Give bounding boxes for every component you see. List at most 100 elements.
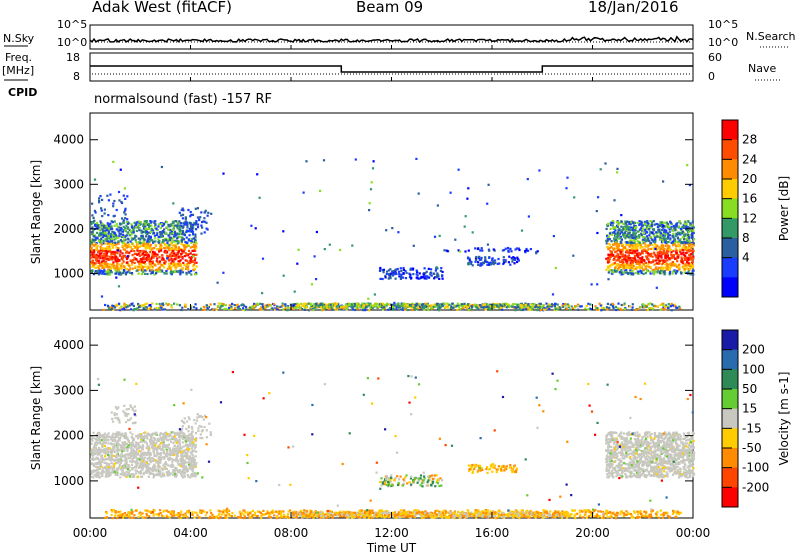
- velocity-heatmap: [90, 370, 695, 519]
- data-cell: [271, 307, 273, 309]
- data-cell: [228, 307, 230, 309]
- data-cell: [641, 225, 643, 227]
- data-cell: [190, 211, 192, 213]
- data-cell: [488, 309, 490, 311]
- data-cell: [370, 188, 372, 190]
- data-cell: [110, 233, 112, 235]
- data-cell: [456, 309, 458, 311]
- data-cell: [616, 168, 618, 170]
- data-cell: [394, 269, 396, 271]
- data-cell: [693, 238, 695, 240]
- data-cell: [571, 305, 573, 307]
- data-cell: [659, 260, 661, 262]
- data-cell: [306, 306, 308, 308]
- data-cell: [104, 265, 106, 267]
- data-cell: [553, 235, 555, 237]
- data-cell: [176, 434, 178, 436]
- data-cell: [654, 241, 656, 243]
- data-cell: [643, 232, 645, 234]
- data-cell: [693, 242, 695, 244]
- data-cell: [319, 190, 321, 192]
- data-cell: [116, 237, 118, 239]
- data-cell: [98, 200, 100, 202]
- data-cell: [636, 250, 638, 252]
- data-cell: [659, 239, 661, 241]
- data-cell: [158, 223, 160, 225]
- data-cell: [450, 307, 452, 309]
- data-cell: [647, 248, 649, 250]
- data-cell: [100, 262, 102, 264]
- data-cell: [176, 225, 178, 227]
- data-cell: [139, 251, 141, 253]
- data-cell: [114, 269, 116, 271]
- data-cell: [162, 239, 164, 241]
- data-cell: [90, 458, 92, 460]
- data-cell: [113, 455, 115, 457]
- data-cell: [93, 220, 95, 222]
- data-cell: [625, 226, 627, 228]
- data-cell: [98, 250, 100, 252]
- data-cell: [133, 231, 135, 233]
- data-cell: [682, 249, 684, 251]
- data-cell: [148, 223, 150, 225]
- data-cell: [675, 272, 677, 274]
- data-cell: [104, 212, 106, 214]
- data-cell: [107, 305, 109, 307]
- data-cell: [195, 462, 197, 464]
- data-cell: [467, 187, 469, 189]
- data-cell: [141, 304, 143, 306]
- data-cell: [690, 263, 692, 265]
- data-cell: [181, 233, 183, 235]
- data-cell: [618, 267, 620, 269]
- data-cell: [155, 244, 157, 246]
- data-cell: [622, 223, 624, 225]
- data-cell: [195, 220, 197, 222]
- data-cell: [648, 244, 650, 246]
- data-cell: [369, 202, 371, 204]
- data-cell: [680, 252, 682, 254]
- data-cell: [689, 240, 691, 242]
- data-cell: [629, 267, 631, 269]
- data-cell: [186, 260, 188, 262]
- data-cell: [164, 260, 166, 262]
- data-cell: [149, 270, 151, 272]
- data-cell: [610, 228, 612, 230]
- data-cell: [644, 237, 646, 239]
- data-cell: [90, 257, 92, 259]
- data-cell: [195, 444, 197, 446]
- data-cell: [120, 265, 122, 267]
- data-cell: [191, 230, 193, 232]
- data-cell: [188, 271, 190, 273]
- data-cell: [174, 258, 176, 260]
- data-cell: [217, 282, 219, 284]
- data-cell: [400, 270, 402, 272]
- data-cell: [112, 251, 114, 253]
- data-cell: [397, 231, 399, 233]
- data-cell: [647, 252, 649, 254]
- data-cell: [388, 278, 390, 280]
- data-cell: [131, 233, 133, 235]
- data-cell: [660, 304, 662, 306]
- data-cell: [458, 169, 460, 171]
- data-cell: [669, 237, 671, 239]
- data-cell: [653, 264, 655, 266]
- data-cell: [652, 240, 654, 242]
- data-cell: [167, 247, 169, 249]
- data-cell: [427, 304, 429, 306]
- data-cell: [121, 252, 123, 254]
- data-cell: [636, 252, 638, 254]
- data-cell: [102, 257, 104, 259]
- data-cell: [157, 263, 159, 265]
- data-cell: [95, 211, 97, 213]
- data-cell: [682, 226, 684, 228]
- data-cell: [346, 307, 348, 309]
- data-cell: [574, 306, 576, 308]
- data-cell: [122, 245, 124, 247]
- freq-panel-frame: [90, 53, 693, 81]
- data-cell: [134, 308, 136, 310]
- data-cell: [95, 243, 97, 245]
- data-cell: [548, 308, 550, 310]
- data-cell: [619, 237, 621, 239]
- data-cell: [111, 264, 113, 266]
- data-cell: [187, 209, 189, 211]
